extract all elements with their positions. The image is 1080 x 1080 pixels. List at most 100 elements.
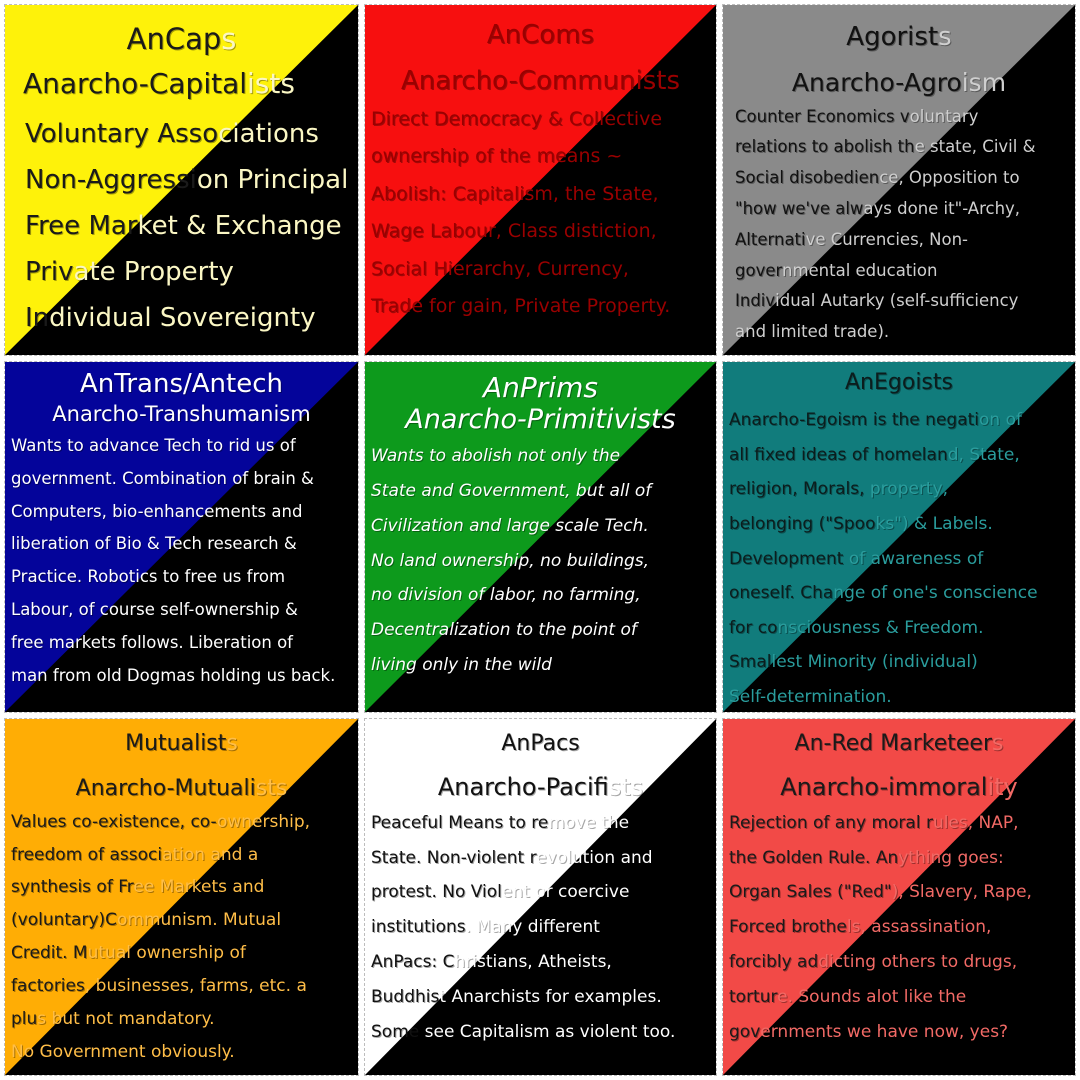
cell-text-line: man from old Dogmas holding us back. bbox=[11, 665, 336, 685]
cell-subtitle: Anarcho-Primitivists bbox=[405, 404, 676, 436]
cell-text-line: Social disobedience, Opposition to bbox=[735, 168, 1020, 188]
cell-text-line: liberation of Bio & Tech research & bbox=[11, 534, 297, 554]
cell-text-line: Peaceful Means to remove the bbox=[371, 812, 630, 833]
cell-text-line: Non-Aggression Principal bbox=[25, 164, 349, 195]
cell-text-line: Decentralization to the point of bbox=[371, 620, 637, 641]
cell-title: AnCaps bbox=[126, 22, 237, 56]
cell-text-line: Civilization and large scale Tech. bbox=[371, 515, 649, 536]
cell-anred: An-Red Marketeers Anarcho-immorality Rej… bbox=[722, 718, 1076, 1076]
cell-text-line: Private Property bbox=[25, 256, 234, 287]
diagonal-background bbox=[5, 362, 358, 712]
cell-agorists: Agorists Anarcho-Agroism Counter Economi… bbox=[722, 4, 1076, 356]
cell-text: Anarcho-Egoism is the negation of all fix… bbox=[729, 403, 1069, 712]
cell-text-line: free markets follows. Liberation of bbox=[11, 632, 293, 652]
cell-text-line: plus but not mandatory. bbox=[11, 1009, 215, 1030]
cell-text-line: freedom of association and a bbox=[11, 844, 259, 865]
diagonal-background bbox=[723, 5, 1075, 355]
cell-text-line: State. Non-violent revolution and bbox=[371, 847, 653, 868]
cell-text-line: Self-determination. bbox=[729, 687, 892, 708]
cell-text-line: and limited trade). bbox=[735, 322, 890, 342]
diagonal-background bbox=[723, 719, 1075, 1075]
cell-text-line: Values co-existence, co-ownership, bbox=[11, 811, 311, 832]
cell-text-line: relations to abolish the state, Civil & bbox=[735, 137, 1036, 157]
diagonal-background bbox=[5, 5, 358, 355]
cell-text-line: protest. No Violent or coercive bbox=[371, 882, 630, 903]
diagonal-background bbox=[365, 5, 716, 355]
cell-text-line: Development of awareness of bbox=[729, 548, 984, 569]
cell-text-line: synthesis of Free Markets and bbox=[11, 877, 265, 898]
cell-text-line: "how we've always done it"-Archy, bbox=[735, 199, 1021, 219]
cell-title: AnPacs bbox=[501, 731, 580, 756]
cell-text-line: Organ Sales ("Red"), Slavery, Rape, bbox=[729, 882, 1032, 903]
cell-text-line: torture. Sounds alot like the bbox=[729, 986, 967, 1007]
cell-text: Values co-existence, co-ownership, freedo… bbox=[11, 806, 352, 1069]
cell-ancaps: AnCaps Anarcho-Capitalists Voluntary Ass… bbox=[4, 4, 359, 356]
cell-text: Voluntary Associations Non-Aggression Pri… bbox=[11, 111, 352, 341]
cell-ancoms: AnComs Anarcho-Communists Direct Democra… bbox=[364, 4, 717, 356]
cell-text-line: Individual Sovereignty bbox=[25, 302, 316, 333]
cell-text-line: oneself. Change of one's conscience bbox=[729, 583, 1038, 604]
cell-text-line: Credit. Mutual ownership of bbox=[11, 943, 246, 964]
cell-text-line: forcibly addicting others to drugs, bbox=[729, 952, 1018, 973]
cell-text-line: Counter Economics voluntary bbox=[735, 106, 979, 126]
cell-text-line: Some see Capitalism as violent too. bbox=[371, 1021, 676, 1042]
cell-text-line: Abolish: Capitalism, the State, bbox=[371, 182, 659, 205]
cell-text-line: institutions. Many different bbox=[371, 917, 600, 938]
diagonal-background bbox=[365, 362, 716, 712]
cell-text-line: governmental education bbox=[735, 260, 938, 280]
cell-text-line: religion, Morals, property, bbox=[729, 479, 949, 500]
cell-title: Mutualists bbox=[125, 731, 238, 756]
cell-text-line: factories, businesses, farms, etc. a bbox=[11, 976, 307, 997]
cell-text-line: no division of labor, no farming, bbox=[371, 585, 641, 606]
cell-text-line: State and Government, but all of bbox=[371, 481, 652, 502]
cell-text-line: for consciousness & Freedom. bbox=[729, 617, 984, 638]
cell-text-line: Wage Labour, Class distiction, bbox=[371, 220, 657, 243]
cell-title: AnTrans/Antech bbox=[80, 369, 283, 399]
cell-title: Agorists bbox=[846, 22, 952, 52]
cell-title: AnPrims bbox=[483, 371, 598, 404]
cell-text-line: governments we have now, yes? bbox=[729, 1021, 1009, 1042]
cell-antrans: AnTrans/Antech Anarcho-Transhumanism Wan… bbox=[4, 361, 359, 713]
cell-text-line: Anarcho-Egoism is the negation of bbox=[729, 410, 1022, 431]
cell-subtitle: Anarcho-Agroism bbox=[791, 67, 1007, 97]
cell-text-line: Alternative Currencies, Non- bbox=[735, 229, 969, 249]
cell-subtitle: Anarcho-Communists bbox=[400, 65, 681, 96]
diagonal-background bbox=[5, 719, 358, 1075]
cell-text-line: (voluntary)Communism. Mutual bbox=[11, 910, 282, 931]
cell-text: Rejection of any moral rules, NAP, the Go… bbox=[729, 806, 1069, 1050]
cell-anpacs: AnPacs Anarcho-Pacifists Peaceful Means … bbox=[364, 718, 717, 1076]
cell-subtitle: Anarcho-Capitalists bbox=[23, 67, 295, 101]
cell-text-line: Voluntary Associations bbox=[25, 118, 319, 149]
cell-text: Peaceful Means to remove the State. Non-v… bbox=[371, 806, 710, 1050]
cell-text-line: Direct Democracy & Collective bbox=[371, 107, 663, 130]
cell-text-line: Wants to abolish not only the bbox=[371, 446, 621, 467]
cell-subtitle: Anarcho-immorality bbox=[780, 773, 1018, 802]
cell-text: Counter Economics voluntary relations to … bbox=[729, 102, 1069, 348]
cell-text-line: Trade for gain, Private Property. bbox=[371, 295, 671, 318]
cell-text-line: government. Combination of brain & bbox=[11, 468, 314, 488]
cell-text-line: Rejection of any moral rules, NAP, bbox=[729, 812, 1019, 833]
cell-mutualists: Mutualists Anarcho-Mutualists Values co-… bbox=[4, 718, 359, 1076]
cell-text-line: living only in the wild bbox=[371, 655, 552, 676]
cell-subtitle: Anarcho-Mutualists bbox=[75, 776, 288, 802]
cell-text-line: No land ownership, no buildings, bbox=[371, 550, 650, 571]
cell-text-line: ownership of the means ~ bbox=[371, 145, 623, 168]
cell-text-line: Individual Autarky (self-sufficiency bbox=[735, 291, 1019, 311]
cell-text: Wants to advance Tech to rid us of govern… bbox=[11, 430, 352, 692]
cell-text-line: AnPacs: Christians, Atheists, bbox=[371, 952, 612, 973]
cell-text-line: Social Hierarchy, Currency, bbox=[371, 257, 629, 280]
cell-text-line: belonging ("Spooks") & Labels. bbox=[729, 514, 993, 535]
cell-text-line: Labour, of course self-ownership & bbox=[11, 600, 298, 620]
cell-text-line: all fixed ideas of homeland, State, bbox=[729, 444, 1020, 465]
cell-text: Direct Democracy & Collective ownership o… bbox=[371, 101, 710, 326]
cell-title: An-Red Marketeers bbox=[794, 731, 1004, 756]
diagonal-background bbox=[723, 362, 1075, 712]
cell-text-line: the Golden Rule. Anything goes: bbox=[729, 847, 1004, 868]
cell-text-line: Wants to advance Tech to rid us of bbox=[11, 436, 296, 456]
cell-subtitle: Anarcho-Transhumanism bbox=[52, 401, 311, 426]
cell-text-line: No Government obviously. bbox=[11, 1041, 235, 1062]
cell-title: AnComs bbox=[486, 20, 595, 50]
cell-text-line: Free Market & Exchange bbox=[25, 210, 342, 241]
cell-subtitle: Anarcho-Pacifists bbox=[437, 773, 644, 802]
